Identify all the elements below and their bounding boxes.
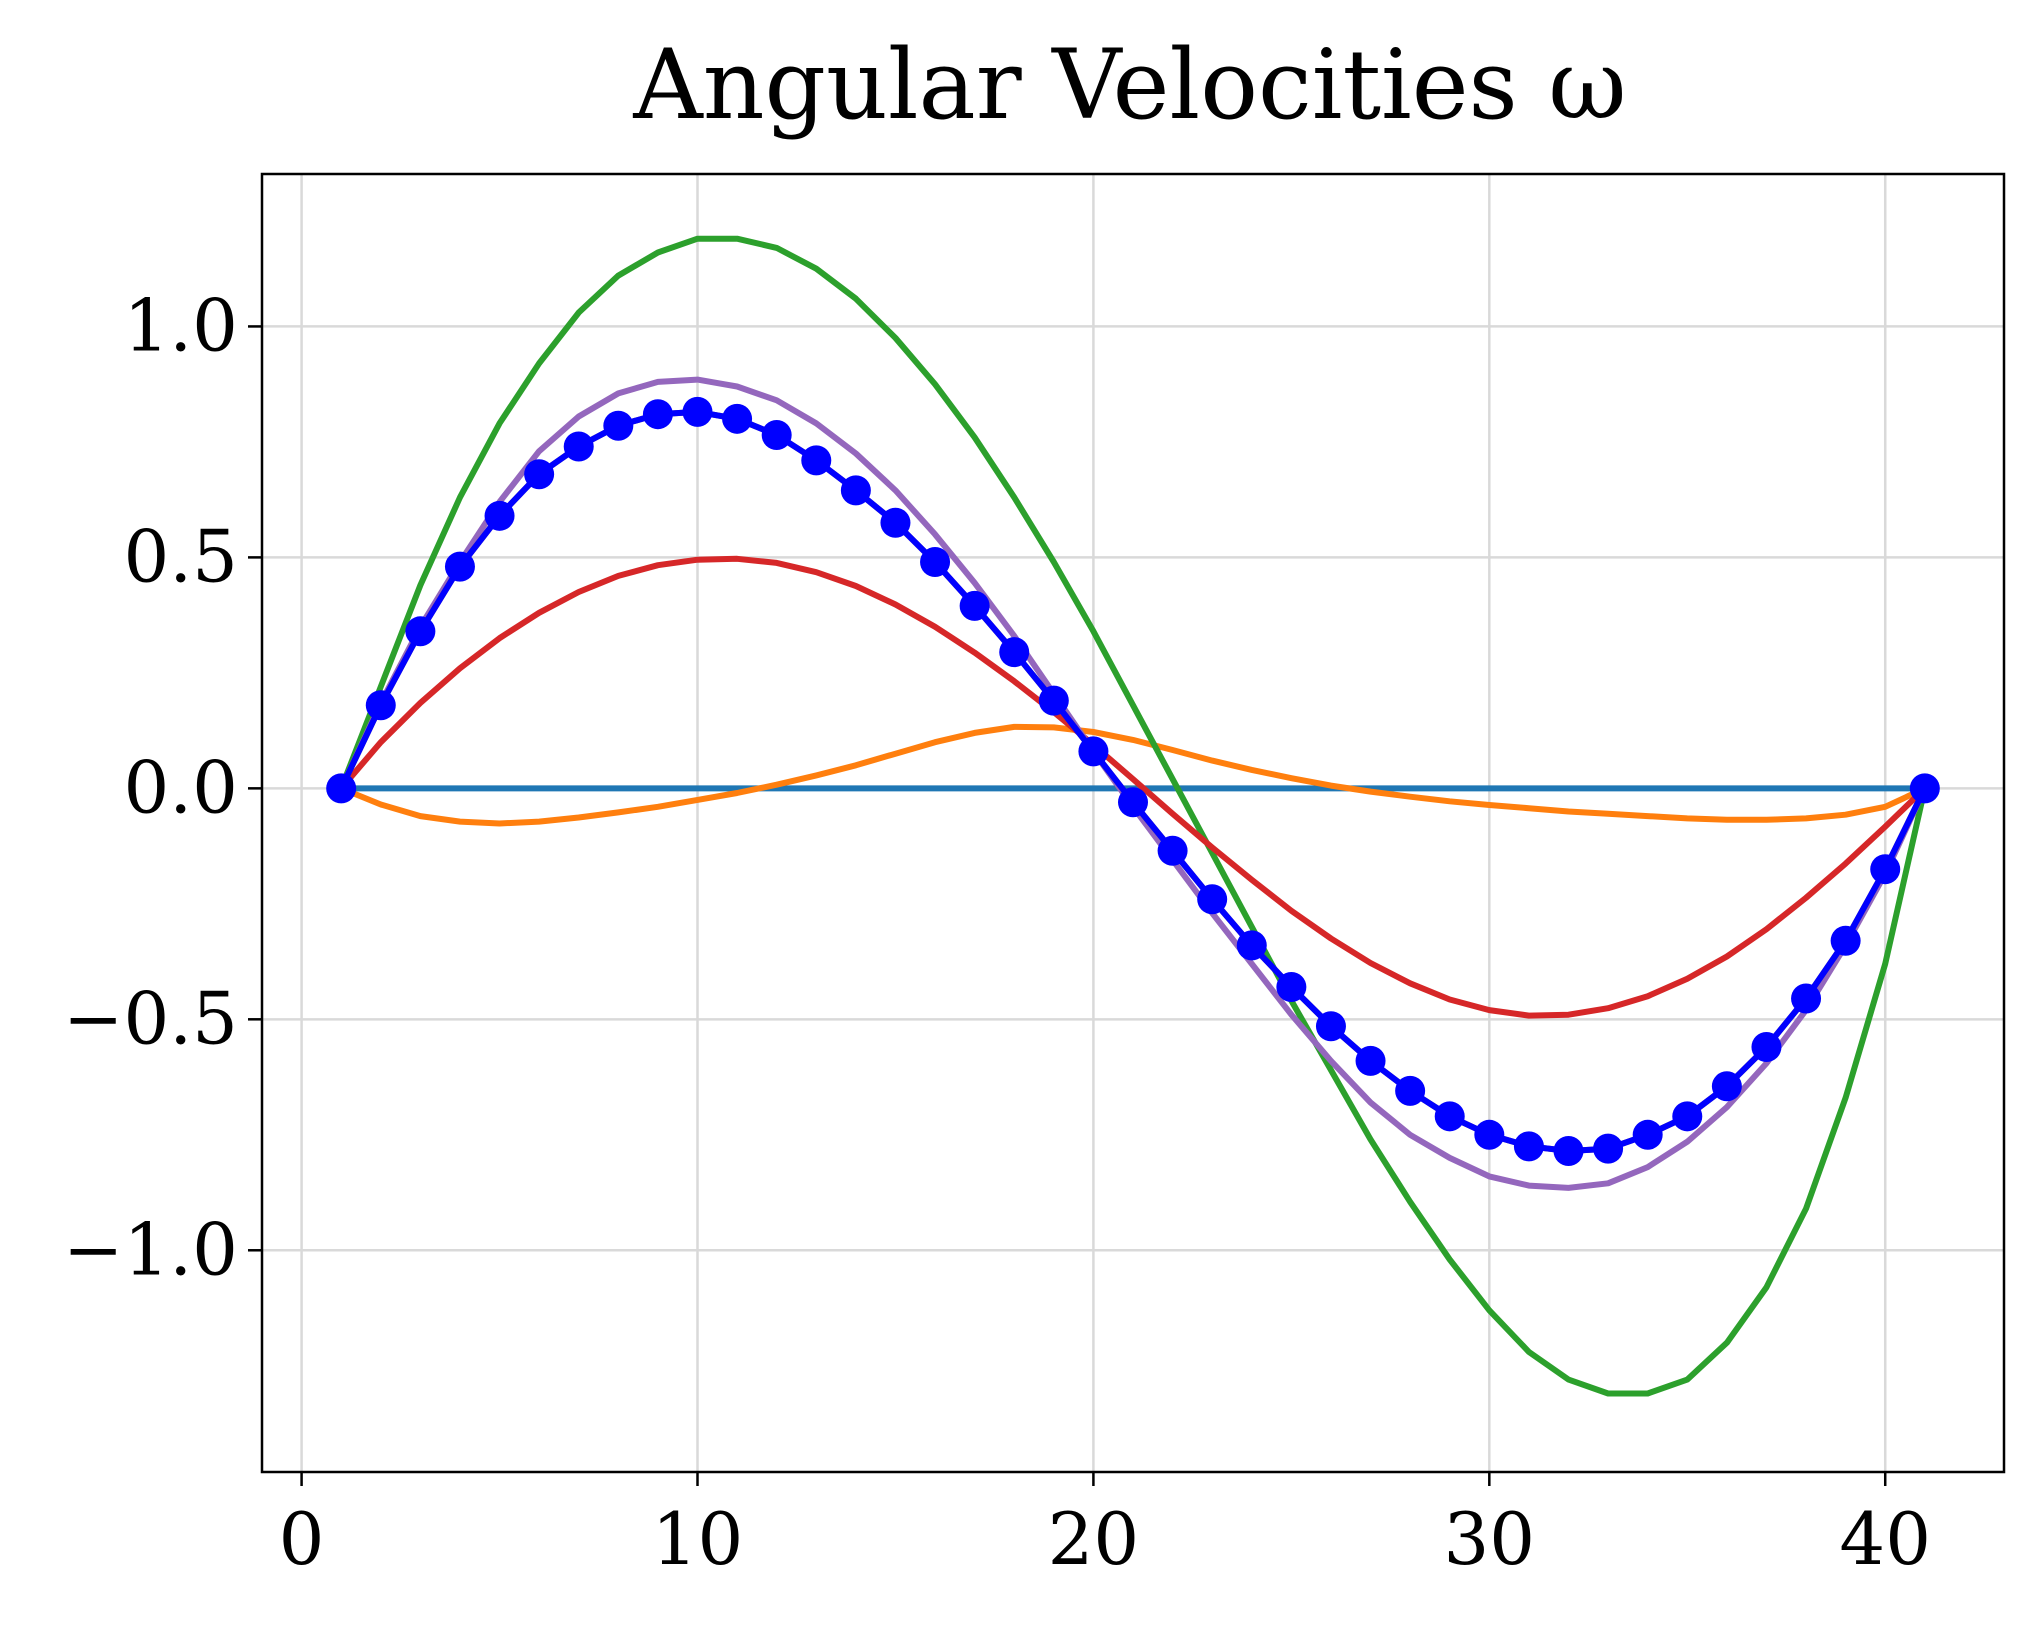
series-6 <box>326 396 1940 1166</box>
data-point-marker <box>761 419 792 450</box>
data-point-marker <box>563 431 594 462</box>
series-line <box>338 376 1928 1191</box>
data-point-marker <box>840 475 871 506</box>
data-point-marker <box>1157 835 1188 866</box>
y-tick-label: 0.0 <box>123 745 238 829</box>
data-point-marker <box>1395 1075 1426 1106</box>
data-point-marker <box>682 396 713 427</box>
data-point-marker <box>1751 1032 1782 1063</box>
plot-area-frame <box>260 172 2006 1474</box>
data-point-marker <box>1434 1101 1465 1132</box>
data-point-marker <box>603 410 634 441</box>
data-point-marker <box>1711 1071 1742 1102</box>
data-point-marker <box>444 551 475 582</box>
data-point-marker <box>326 773 357 804</box>
series-2 <box>338 235 1928 1397</box>
series-4 <box>338 376 1928 1191</box>
data-point-marker <box>1315 1011 1346 1042</box>
data-point-marker <box>1909 773 1940 804</box>
data-point-marker <box>959 590 990 621</box>
data-point-marker <box>365 690 396 721</box>
data-point-marker <box>880 507 911 538</box>
axis-ticks: 0 10 20 30 40 −1.0 −0.5 0.0 0.5 1.0 <box>63 283 1931 1581</box>
data-point-marker <box>1038 685 1069 716</box>
series-line <box>338 723 1928 827</box>
series-line <box>338 555 1928 1019</box>
series-group <box>326 235 1940 1397</box>
data-point-marker <box>405 616 436 647</box>
series-1 <box>338 723 1928 827</box>
y-tick-label: −1.0 <box>63 1207 238 1291</box>
x-tick-label: 30 <box>1444 1497 1536 1581</box>
data-point-marker <box>1474 1119 1505 1150</box>
data-point-marker <box>1791 983 1822 1014</box>
data-point-marker <box>1513 1131 1544 1162</box>
x-tick-label: 20 <box>1048 1497 1140 1581</box>
data-point-marker <box>1593 1133 1624 1164</box>
data-point-marker <box>1870 854 1901 885</box>
data-point-marker <box>484 500 515 531</box>
data-point-marker <box>1276 971 1307 1002</box>
x-tick-label: 0 <box>279 1497 325 1581</box>
data-point-marker <box>1830 925 1861 956</box>
data-point-marker <box>524 459 555 490</box>
data-point-marker <box>642 399 673 430</box>
y-tick-label: 1.0 <box>123 283 238 367</box>
data-point-marker <box>1553 1135 1584 1166</box>
x-tick-label: 40 <box>1839 1497 1931 1581</box>
x-tick-label: 10 <box>652 1497 744 1581</box>
data-point-marker <box>801 445 832 476</box>
data-point-marker <box>722 403 753 434</box>
data-point-marker <box>999 637 1030 668</box>
data-point-marker <box>1118 787 1148 818</box>
data-point-marker <box>1632 1119 1663 1150</box>
data-point-marker <box>1236 930 1267 961</box>
data-point-marker <box>1078 736 1109 767</box>
data-point-marker <box>920 547 951 578</box>
y-tick-label: −0.5 <box>63 976 238 1060</box>
series-3 <box>338 555 1928 1019</box>
data-point-marker <box>1355 1045 1386 1076</box>
chart-title: Angular Velocities ω <box>632 29 1626 141</box>
data-point-marker <box>1672 1101 1703 1132</box>
y-tick-label: 0.5 <box>123 514 238 598</box>
data-point-marker <box>1197 884 1228 915</box>
series-line <box>338 235 1928 1397</box>
